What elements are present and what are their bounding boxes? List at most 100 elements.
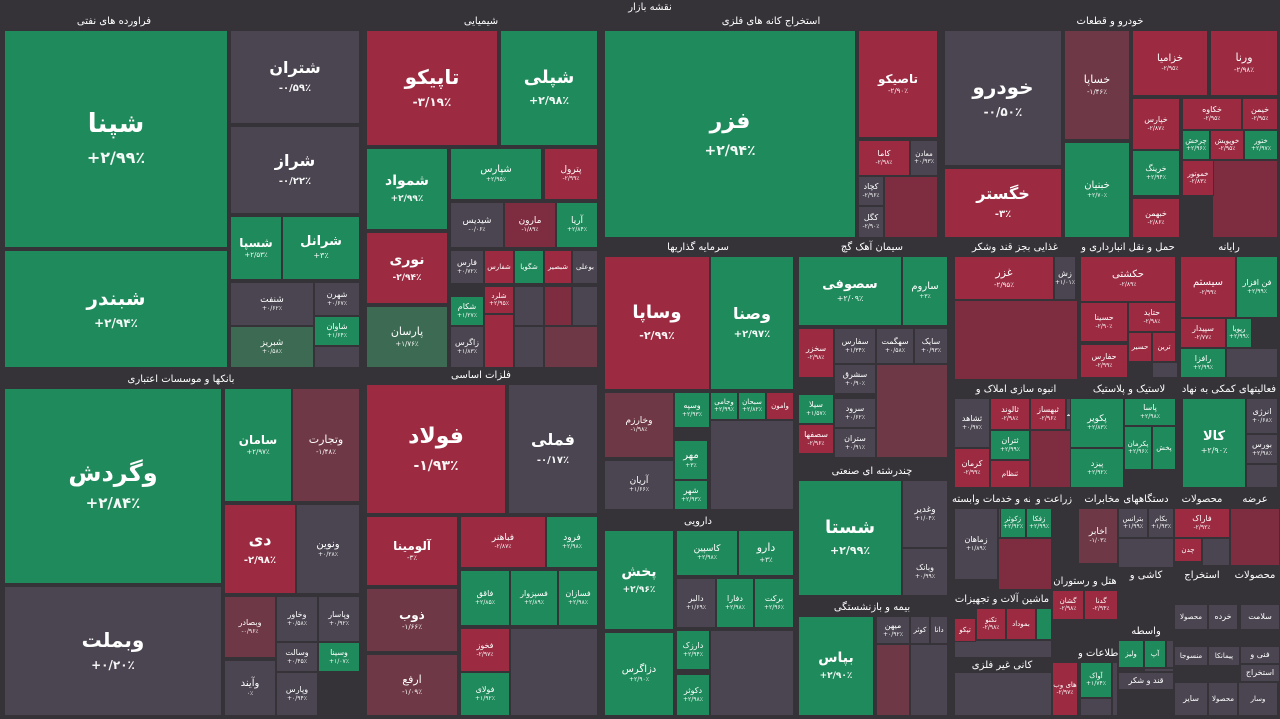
stock-tile[interactable]: خبهمن -۲/۸۶٪ [1132,198,1180,238]
stock-tile[interactable]: خودرو -۰/۵۰٪ [944,30,1062,166]
stock-tile[interactable]: تکنو -۲/۹۸٪ [976,608,1006,640]
stock-tile[interactable]: مارون -۱/۸۹٪ [504,202,556,248]
stock-tile[interactable]: دکوثر +۲/۹۸٪ [676,674,710,716]
stock-tile[interactable]: دزاگرس +۲/۹۰٪ [604,632,674,716]
stock-tile[interactable]: خموتور -۲/۸۳٪ [1182,160,1214,196]
stock-tile[interactable]: وصنا +۲/۹۷٪ [710,256,794,390]
stock-tile[interactable]: دفارا +۲/۹۸٪ [716,578,754,628]
stock-tile[interactable]: پخش +۲/۹۶٪ [604,530,674,630]
stock-tile[interactable]: کالا +۲/۹۰٪ [1182,398,1246,488]
stock-tile[interactable]: فارس +۰/۷۲٪ [450,250,484,284]
stock-tile[interactable]: سهگمت +۰/۵۸٪ [876,328,914,364]
stock-tile[interactable]: فسازان +۲/۹۸٪ [558,570,598,626]
stock-tile[interactable]: وساپا -۲/۹۹٪ [604,256,710,390]
stock-tile[interactable]: سلامت [1240,604,1280,630]
stock-tile[interactable]: سصفها -۲/۹۶٪ [798,424,834,454]
stock-tile[interactable]: خگستر -۳٪ [944,168,1062,238]
stock-tile[interactable]: سایر [1174,682,1208,716]
stock-tile[interactable]: زکوثر +۲/۹۲٪ [1000,508,1026,538]
stock-tile[interactable]: آلومینا -۳٪ [366,516,458,586]
stock-tile[interactable]: سیلا +۱/۵۷٪ [798,394,834,424]
stock-tile[interactable]: نوری -۲/۹۴٪ [366,232,448,304]
stock-tile[interactable]: بوعلی [572,250,598,284]
stock-tile[interactable]: مهر +۳٪ [674,440,708,480]
stock-tile[interactable]: وبصادر -۰/۹۶٪ [224,596,276,658]
stock-tile[interactable]: ستران +۰/۹۱٪ [834,428,876,458]
stock-tile[interactable]: زفکا +۲/۹۹٪ [1026,508,1052,538]
stock-tile[interactable]: ثتران +۲/۹۹٪ [990,430,1030,460]
stock-tile[interactable]: سصوفی +۲/۰۹٪ [798,256,902,326]
stock-tile[interactable]: خکاوه -۲/۹۵٪ [1182,98,1242,130]
stock-tile[interactable]: آریا +۲/۸۴٪ [556,202,598,248]
stock-tile[interactable]: خرده [1208,604,1238,630]
stock-tile[interactable]: وتجارت -۱/۴۸٪ [292,388,360,502]
stock-tile[interactable]: فاقق +۲/۸۵٪ [460,570,510,626]
stock-tile[interactable]: حسیر [1128,332,1152,362]
stock-tile[interactable]: خزامیا -۲/۹۵٪ [1132,30,1208,96]
stock-tile[interactable]: بترانس +۱/۹۹٪ [1118,508,1148,538]
stock-tile[interactable]: ثبهساز -۲/۹۶٪ [1030,398,1066,430]
stock-tile[interactable]: فرود +۲/۹۸٪ [546,516,598,568]
stock-tile[interactable]: قند و شکر [1118,672,1174,690]
stock-tile[interactable]: سشرق +۰/۹۰٪ [834,364,876,394]
stock-tile[interactable]: ذوب -۱/۶۶٪ [366,588,458,652]
stock-tile[interactable]: پخش [1152,426,1176,470]
stock-tile[interactable]: محصولا [1208,682,1238,716]
stock-tile[interactable]: وغدیر +۱/۰۴٪ [902,480,948,548]
stock-tile[interactable]: آواک +۱/۷۴٪ [1080,662,1112,698]
stock-tile[interactable]: وپارس +۰/۹۴٪ [276,672,318,716]
stock-tile[interactable]: انرژی +۰/۶۸٪ [1246,398,1278,434]
stock-tile[interactable]: شبریز +۰/۵۸٪ [230,326,314,368]
stock-tile[interactable]: شتران -۰/۵۹٪ [230,30,360,124]
stock-tile[interactable]: بموداد [1006,608,1036,640]
stock-tile[interactable]: شاوان +۱/۶۴٪ [314,316,360,346]
stock-tile[interactable]: سایک +۰/۹۳٪ [914,328,948,364]
stock-tile[interactable]: وآیند ۰٪ [224,660,276,716]
stock-tile[interactable]: شرانل +۳٪ [282,216,360,280]
stock-tile[interactable]: فن افزار +۲/۹۹٪ [1236,256,1278,318]
stock-tile[interactable]: چدن [1174,538,1202,562]
stock-tile[interactable]: وگردش +۲/۸۴٪ [4,388,222,584]
stock-tile[interactable]: پارسان +۱/۷۶٪ [366,306,448,368]
stock-tile[interactable]: بکام +۱/۹۳٪ [1148,508,1174,538]
stock-tile[interactable]: وسینا +۱/۰۷٪ [318,642,360,672]
stock-tile[interactable]: پاسا +۲/۹۸٪ [1124,398,1176,426]
stock-tile[interactable]: فزر +۲/۹۴٪ [604,30,856,238]
stock-tile[interactable]: غزر -۲/۹۵٪ [954,256,1054,300]
stock-tile[interactable]: ولیز [1118,640,1144,668]
stock-tile[interactable]: پیمانکا [1208,646,1240,666]
stock-tile[interactable]: استخراج [1240,664,1280,682]
stock-tile[interactable]: ترین [1152,332,1176,362]
stock-tile[interactable]: زاگرس +۱/۸۳٪ [450,326,484,368]
stock-tile[interactable]: وخارزم -۱/۹۸٪ [604,392,674,458]
stock-tile[interactable]: شکام +۱/۲۷٪ [450,296,484,326]
stock-tile[interactable]: وسالت +۰/۴۵٪ [276,642,318,672]
stock-tile[interactable]: منسوجا [1174,646,1208,666]
stock-tile[interactable]: خپارس -۲/۸۷٪ [1132,98,1180,150]
stock-tile[interactable]: دالبر +۱/۶۹٪ [676,578,716,628]
stock-tile[interactable]: شپلی +۲/۹۸٪ [500,30,598,146]
stock-tile[interactable]: ساروم +۳٪ [902,256,948,326]
stock-tile[interactable]: سپیدار -۲/۷۷٪ [1180,318,1226,348]
stock-tile[interactable]: اخابر -۱/۰۳٪ [1078,508,1118,564]
stock-tile[interactable]: فملی -۰/۱۷٪ [508,384,598,514]
stock-tile[interactable]: ختور +۲/۹۷٪ [1244,130,1278,160]
stock-tile[interactable]: سفارس +۱/۳۴٪ [834,328,876,364]
stock-tile[interactable]: شیدیس -۰/۰۶٪ [450,202,504,248]
stock-tile[interactable]: دارزک +۲/۹۴٪ [676,630,710,670]
stock-tile[interactable]: خساپا -۱/۴۶٪ [1064,30,1130,140]
stock-tile[interactable]: رافزا +۲/۹۹٪ [1180,348,1226,378]
stock-tile[interactable]: فنی و [1240,646,1280,664]
stock-tile[interactable]: شنفت +۰/۶۲٪ [230,282,314,326]
stock-tile[interactable]: فولاد -۱/۹۳٪ [366,384,506,514]
stock-tile[interactable]: چرخش +۲/۹۶٪ [1182,130,1210,160]
stock-tile[interactable]: محصولا [1174,604,1208,630]
stock-tile[interactable]: آپ [1144,640,1166,668]
stock-tile[interactable]: آریان +۱/۶۶٪ [604,460,674,510]
stock-tile[interactable]: شسپا +۲/۵۳٪ [230,216,282,280]
stock-tile[interactable]: سرود +۰/۶۲٪ [834,398,876,428]
stock-tile[interactable]: شراز -۰/۲۲٪ [230,126,360,214]
stock-tile[interactable]: وبملت +۰/۲۰٪ [4,586,222,716]
stock-tile[interactable]: دارو +۳٪ [738,530,794,576]
stock-tile[interactable]: وپاسار +۰/۹۲٪ [318,596,360,642]
